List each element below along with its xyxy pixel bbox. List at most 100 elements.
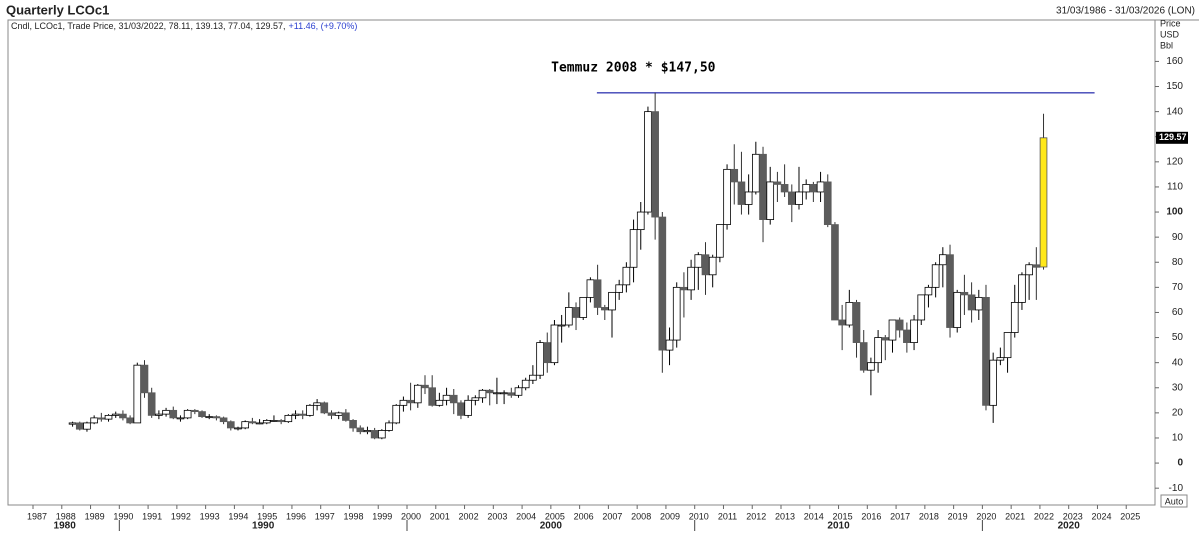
candle-body: [608, 291, 616, 311]
x-tick-label: 1990: [113, 511, 133, 521]
x-tick-label: 2018: [919, 511, 939, 521]
candle-body: [982, 296, 990, 406]
candle-body: [636, 211, 645, 231]
candle-body: [471, 397, 480, 401]
candle-body: [1039, 137, 1048, 268]
candle-body: [845, 302, 854, 326]
candle-body: [874, 337, 882, 364]
y-tick-label: 150: [1166, 81, 1183, 92]
x-tick-label: 1987: [27, 511, 47, 521]
candle-body: [586, 279, 595, 298]
candle-body: [744, 191, 753, 205]
info-change: +11.46, (+9.70%): [289, 21, 358, 31]
candle-body: [895, 319, 904, 331]
y-tick-label: 120: [1166, 156, 1183, 167]
y-tick-label: 110: [1167, 182, 1183, 193]
candle-body: [622, 266, 631, 286]
x-tick-label: 2019: [948, 511, 968, 521]
candle-body: [349, 420, 357, 429]
candle-body: [939, 254, 947, 266]
candle-body: [903, 329, 911, 343]
x-tick-label: 1989: [85, 511, 105, 521]
candle-body: [241, 421, 250, 429]
candle-body: [155, 413, 163, 416]
y-tick-label: 40: [1172, 357, 1184, 368]
candle-body: [852, 302, 861, 343]
candle-body: [694, 254, 703, 268]
candle-body: [780, 184, 789, 193]
candle-body: [831, 224, 839, 321]
candle-body: [428, 387, 436, 406]
candle-body: [960, 291, 969, 296]
candle-body: [385, 422, 393, 431]
candle-body: [1003, 332, 1012, 359]
candle-body: [104, 414, 113, 420]
x-tick-label: 1991: [142, 511, 162, 521]
x-tick-label: 2008: [631, 511, 651, 521]
candle-body: [457, 402, 465, 416]
candle-body: [946, 254, 954, 328]
candle-body: [687, 266, 695, 291]
candle-body: [680, 286, 688, 291]
scale-mode-box[interactable]: [1160, 494, 1188, 508]
candle-body: [234, 427, 242, 430]
candle-body: [68, 422, 77, 425]
candle-body: [248, 421, 257, 424]
candle-body: [701, 254, 710, 276]
x-tick-label: 2006: [574, 511, 594, 521]
candle-body: [888, 319, 897, 341]
x-tick-label: 2003: [487, 511, 507, 521]
decade-label: 1980: [54, 521, 77, 532]
x-tick-label: 2002: [459, 511, 479, 521]
candle-body: [111, 413, 120, 416]
candle-body: [529, 374, 537, 381]
candle-body: [169, 409, 178, 419]
x-tick-label: 1996: [286, 511, 306, 521]
candle-body: [90, 417, 98, 424]
candle-body: [183, 409, 192, 419]
candle-body: [881, 337, 890, 341]
x-tick-label: 1993: [200, 511, 220, 521]
candle-body: [83, 422, 91, 430]
x-tick-label: 2010: [689, 511, 709, 521]
candle-body: [277, 420, 285, 423]
y-tick-label: 90: [1172, 232, 1184, 243]
candle-body: [651, 111, 659, 218]
candle-body: [97, 417, 106, 420]
candle-body: [996, 357, 1005, 361]
x-tick-label: 2005: [545, 511, 565, 521]
candle-body: [1025, 264, 1033, 276]
candle-body: [493, 392, 501, 395]
candle-body: [399, 399, 408, 406]
last-price-box: [1156, 131, 1188, 144]
y-tick-label: 60: [1172, 307, 1184, 318]
x-tick-label: 1998: [343, 511, 363, 521]
candle-body: [514, 387, 523, 396]
candle-body: [924, 286, 933, 296]
y-axis-label: Price: [1160, 18, 1181, 28]
candle-body: [212, 416, 221, 419]
candle-body: [119, 413, 127, 419]
candle-body: [716, 224, 724, 258]
candle-body: [478, 389, 487, 399]
candle-body: [773, 181, 782, 185]
candle-body: [219, 417, 228, 423]
candle-body: [507, 392, 516, 396]
candle-body: [291, 413, 300, 416]
candle-body: [327, 412, 336, 416]
scale-mode[interactable]: Auto: [1165, 496, 1184, 506]
x-tick-label: 1992: [171, 511, 191, 521]
candle-body: [140, 364, 149, 394]
candle-body: [421, 384, 429, 389]
candle-body: [572, 307, 580, 318]
y-tick-label: 140: [1166, 106, 1183, 117]
info-text: Cndl, LCOc1, Trade Price, 31/03/2022, 78…: [11, 21, 286, 31]
x-tick-label: 2007: [602, 511, 622, 521]
candle-body: [989, 359, 997, 406]
candle-body: [579, 296, 588, 318]
candle-body: [802, 184, 810, 193]
candle-body: [442, 394, 451, 401]
last-price-label: 129.57: [1159, 132, 1187, 142]
